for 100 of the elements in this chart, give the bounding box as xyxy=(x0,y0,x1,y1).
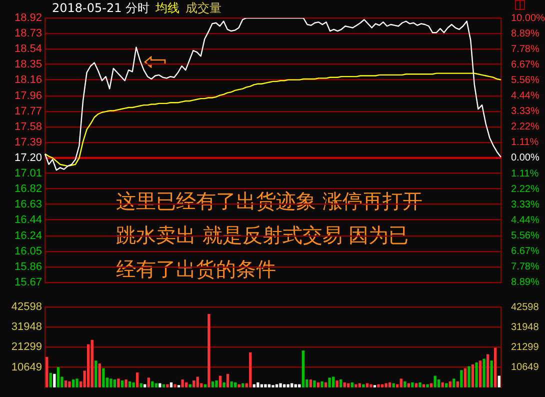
y-tick-label: 10649 xyxy=(11,361,42,374)
bar xyxy=(196,376,199,388)
y-tick-label: 18.35 xyxy=(14,58,42,70)
bar xyxy=(482,358,486,388)
y-tick-label: 17.01 xyxy=(14,167,42,180)
bar xyxy=(302,350,304,388)
bar xyxy=(328,378,331,388)
y2-tick-label: 1.11% xyxy=(511,137,539,148)
bar xyxy=(460,370,463,388)
y2-tick-label: 8.89% xyxy=(511,28,540,40)
bar xyxy=(249,352,252,388)
bar xyxy=(464,368,467,388)
y-tick-label: 17.58 xyxy=(14,121,42,134)
text: 成交量 xyxy=(186,1,222,16)
chart-title: 2018-05-21 分时 xyxy=(52,1,150,16)
bar xyxy=(452,378,456,388)
y-tick-label: 21299 xyxy=(11,341,42,354)
y-tick-label: 18.73 xyxy=(14,27,42,40)
bar xyxy=(370,384,372,388)
y-tick-label: 17.96 xyxy=(14,90,42,102)
bar xyxy=(218,376,222,388)
bar xyxy=(320,381,324,388)
bar xyxy=(362,384,365,388)
bar xyxy=(313,380,316,388)
y2-tick-label: 5.56% xyxy=(511,230,540,242)
text: 均线 xyxy=(156,1,180,16)
bar xyxy=(434,376,436,388)
bar xyxy=(468,366,470,388)
bar xyxy=(102,368,105,388)
y2-tick-label: 1.11% xyxy=(511,168,539,180)
bar xyxy=(279,383,282,388)
y2-tick-label: 8.89% xyxy=(511,277,540,288)
bar xyxy=(411,382,414,388)
bar xyxy=(478,360,482,388)
bar xyxy=(336,380,338,388)
bar xyxy=(332,376,335,388)
y2-tick-label: 10649 xyxy=(511,362,540,374)
bar xyxy=(110,378,112,388)
y-tick-label: 16.82 xyxy=(14,182,42,195)
y-tick-label: 17.77 xyxy=(14,106,42,118)
y-tick-label: 18.16 xyxy=(14,74,42,86)
bar xyxy=(486,354,490,388)
y-tick-label: 18.92 xyxy=(14,12,42,24)
y-tick-label: 15.86 xyxy=(14,260,42,273)
y-tick-label: 18.54 xyxy=(14,42,42,55)
y-tick-label: 42598 xyxy=(11,301,42,314)
bar xyxy=(264,384,267,388)
y2-tick-label: 3.33% xyxy=(511,199,540,210)
bar xyxy=(418,382,422,388)
y-tick-label: 17.39 xyxy=(14,136,42,149)
bar xyxy=(426,384,429,388)
bar xyxy=(181,380,184,388)
y2-tick-label: 5.56% xyxy=(511,74,540,86)
y-tick-label: 17.20 xyxy=(14,152,42,164)
bar xyxy=(208,314,210,388)
y-tick-label: 31948 xyxy=(11,321,42,334)
y-tick-label: 16.44 xyxy=(14,214,42,226)
bar xyxy=(400,378,402,388)
bar xyxy=(56,367,60,388)
y-tick-label: 16.05 xyxy=(14,246,42,258)
y2-tick-label: 31948 xyxy=(511,322,540,333)
bar xyxy=(226,374,230,388)
y2-tick-label: 4.44% xyxy=(511,90,540,102)
y2-tick-label: 7.78% xyxy=(511,44,540,55)
bar xyxy=(117,378,120,388)
bar xyxy=(76,378,78,388)
bar xyxy=(230,381,233,388)
bar xyxy=(222,382,226,388)
bar xyxy=(136,372,139,388)
y2-tick-label: 2.22% xyxy=(511,122,540,133)
bar xyxy=(90,340,94,388)
bar xyxy=(166,384,169,388)
bar xyxy=(490,360,493,388)
bar xyxy=(49,372,52,388)
bar xyxy=(87,344,90,388)
bar xyxy=(384,383,388,388)
bar xyxy=(94,360,98,388)
bar xyxy=(158,383,162,388)
y2-tick-label: 7.78% xyxy=(511,262,540,273)
bar xyxy=(124,380,128,388)
y2-tick-label: 3.33% xyxy=(511,106,540,118)
y2-tick-label: 0.00% xyxy=(511,152,540,164)
bar xyxy=(147,378,150,388)
bar xyxy=(132,382,135,388)
bar xyxy=(215,380,218,388)
bar xyxy=(98,363,101,388)
bar xyxy=(68,381,71,388)
y2-tick-label: 21299 xyxy=(511,342,540,353)
bar xyxy=(256,382,260,388)
bar xyxy=(46,356,48,388)
y2-tick-label: 4.44% xyxy=(511,214,540,226)
y2-tick-label: 6.67% xyxy=(511,246,540,258)
y2-tick-label: 2.22% xyxy=(511,184,540,195)
bar xyxy=(286,384,290,388)
bar xyxy=(377,384,380,388)
y2-tick-label: 42598 xyxy=(511,302,540,313)
bar xyxy=(471,364,474,388)
y-tick-label: 15.67 xyxy=(14,276,42,288)
bar xyxy=(475,362,478,388)
y2-tick-label: 6.67% xyxy=(511,59,540,70)
